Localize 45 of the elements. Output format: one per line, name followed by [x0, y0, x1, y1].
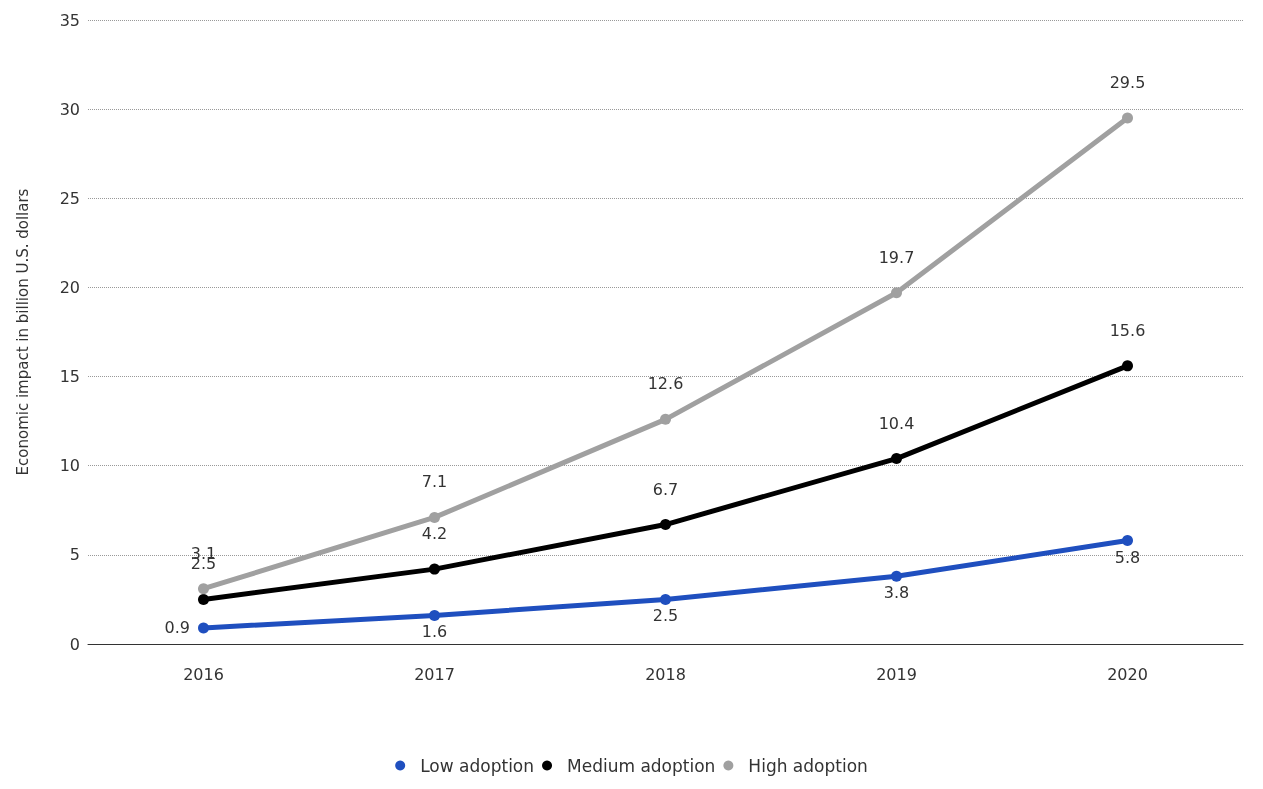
x-tick-label: 2016: [183, 664, 224, 684]
point: [1122, 535, 1133, 547]
data-label: 5.8: [1114, 547, 1141, 567]
legend-label: High adoption: [748, 755, 868, 776]
data-label: 19.7: [878, 247, 915, 267]
y-axis-title: Economic impact in billion U.S. dollars: [13, 188, 32, 476]
point: [429, 609, 440, 621]
y-tick-label: 30: [59, 99, 80, 119]
data-label: 0.9: [164, 618, 190, 638]
point: [429, 563, 440, 575]
data-label: 29.5: [1109, 73, 1146, 93]
legend-label: Medium adoption: [567, 755, 716, 776]
point: [660, 519, 671, 531]
data-label: 15.6: [1109, 320, 1146, 340]
point: [429, 511, 440, 523]
data-label: 1.6: [421, 622, 448, 642]
point: [891, 287, 902, 299]
legend-label: Low adoption: [420, 755, 535, 776]
data-label: 2.5: [652, 606, 679, 626]
data-label: 6.7: [652, 479, 679, 499]
point: [660, 413, 671, 425]
point: [198, 593, 209, 605]
y-tick-label: 5: [69, 545, 80, 565]
y-tick-label: 0: [69, 634, 80, 654]
y-tick-label: 15: [59, 367, 80, 387]
point: [198, 622, 209, 634]
point: [198, 583, 209, 595]
data-label: 4.2: [421, 524, 448, 544]
x-tick-label: 2018: [645, 664, 686, 684]
data-label: 10.4: [878, 413, 915, 433]
point: [1122, 112, 1133, 124]
data-label: 3.8: [883, 583, 910, 603]
x-tick-label: 2020: [1107, 664, 1148, 684]
data-label: 12.6: [647, 374, 684, 394]
data-label: 7.1: [421, 472, 448, 492]
y-tick-label: 35: [59, 10, 80, 30]
point: [891, 453, 902, 465]
y-tick-label: 20: [59, 277, 80, 297]
point: [1122, 360, 1133, 372]
x-tick-label: 2017: [414, 664, 455, 684]
point: [660, 593, 671, 605]
point: [891, 570, 902, 582]
y-tick-label: 25: [59, 188, 80, 208]
x-tick-label: 2019: [876, 664, 917, 684]
y-tick-label: 10: [59, 456, 80, 476]
